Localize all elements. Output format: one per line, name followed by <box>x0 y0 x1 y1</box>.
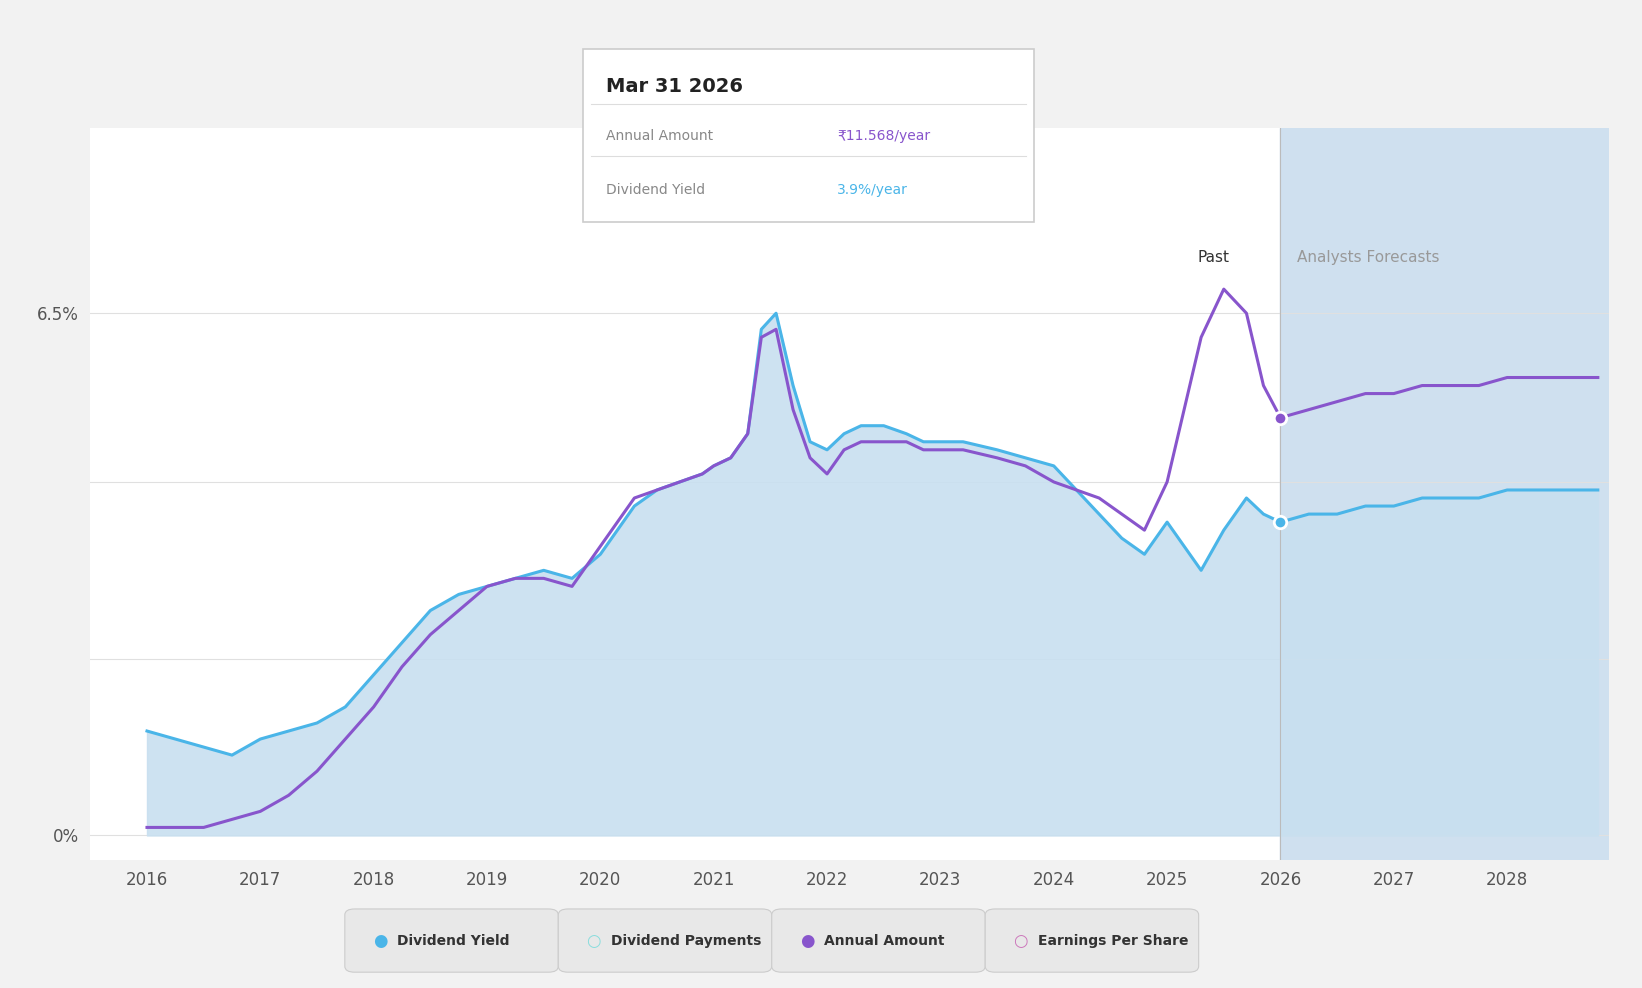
Text: Dividend Payments: Dividend Payments <box>611 934 762 947</box>
Text: Analysts Forecasts: Analysts Forecasts <box>1297 250 1440 265</box>
Text: ●: ● <box>800 932 814 949</box>
Text: ₹11.568/year: ₹11.568/year <box>837 129 931 143</box>
Text: Annual Amount: Annual Amount <box>606 129 713 143</box>
Text: ●: ● <box>373 932 388 949</box>
Text: 3.9%/year: 3.9%/year <box>837 183 908 197</box>
Bar <box>1281 128 1609 860</box>
Text: Past: Past <box>1197 250 1230 265</box>
Text: Dividend Yield: Dividend Yield <box>397 934 511 947</box>
Text: Dividend Yield: Dividend Yield <box>606 183 704 197</box>
Text: Earnings Per Share: Earnings Per Share <box>1038 934 1189 947</box>
Text: Annual Amount: Annual Amount <box>824 934 944 947</box>
Text: Mar 31 2026: Mar 31 2026 <box>606 77 742 97</box>
Text: ○: ○ <box>586 932 601 949</box>
Text: ○: ○ <box>1013 932 1028 949</box>
